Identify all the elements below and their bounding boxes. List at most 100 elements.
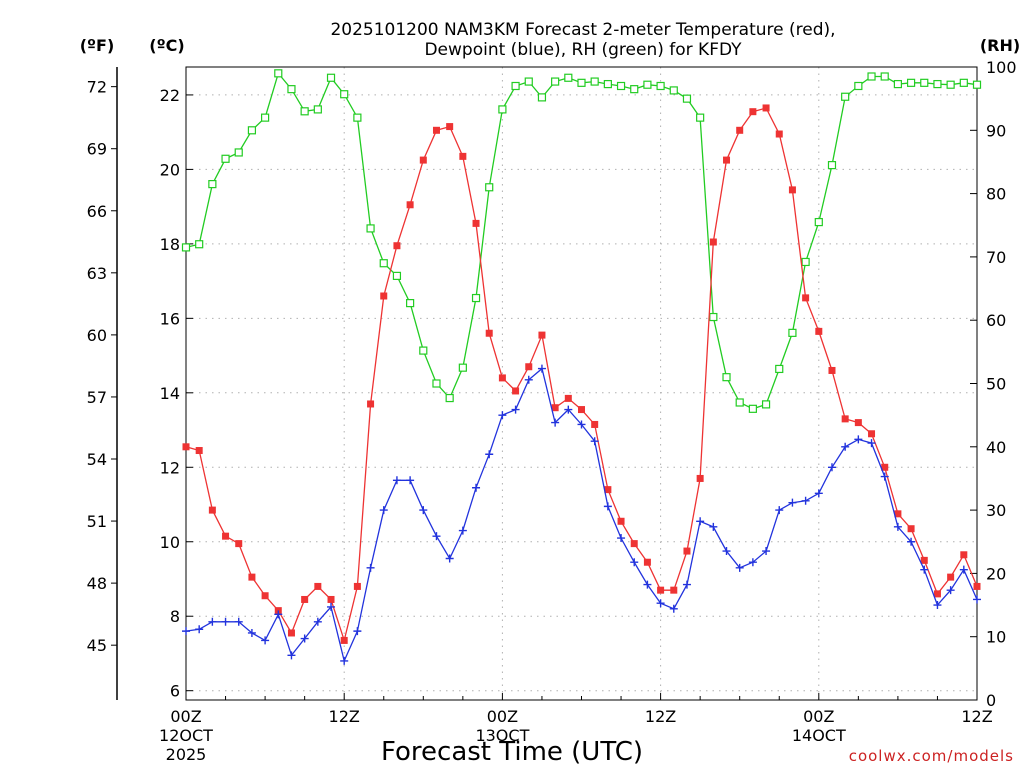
dewpoint-point	[353, 627, 362, 636]
temperature-point	[670, 586, 678, 594]
temperature-point	[947, 573, 955, 581]
temperature-point	[446, 123, 454, 131]
time-tick-date-label: 13OCT	[475, 726, 529, 745]
rh-point	[537, 93, 547, 102]
rh-tick-label: 60	[986, 311, 1006, 330]
rh-point	[946, 80, 955, 89]
dewpoint-point	[682, 580, 691, 589]
rh-tick-label: 0	[986, 691, 996, 710]
dewpoint-point	[880, 472, 889, 481]
dewpoint-point	[208, 617, 217, 626]
fahrenheit-tick-label: 63	[87, 264, 107, 283]
dewpoint-point	[313, 617, 322, 626]
temperature-point	[432, 126, 440, 134]
time-tick-date-label: 14OCT	[792, 726, 846, 745]
time-tick-label: 12Z	[961, 707, 992, 726]
rh-point	[854, 81, 863, 91]
rh-point	[551, 77, 560, 86]
dewpoint-point	[392, 476, 401, 485]
temperature-point	[195, 447, 203, 455]
rh-point	[524, 77, 533, 86]
temperature-point	[841, 415, 849, 423]
temperature-point	[762, 104, 770, 112]
rh-point	[841, 92, 850, 101]
dewpoint-point	[590, 437, 599, 446]
temperature-point	[736, 126, 744, 134]
rh-point	[959, 78, 968, 87]
fahrenheit-tick-label: 66	[87, 202, 107, 221]
dewpoint-point	[261, 636, 270, 645]
rh-point	[379, 259, 388, 268]
dewpoint-point	[801, 496, 810, 505]
rh-point	[814, 217, 823, 227]
dewpoint-point	[379, 506, 388, 515]
temperature-point	[749, 108, 757, 116]
rh-point	[274, 69, 283, 78]
temperature-point	[920, 556, 928, 564]
dewpoint-point	[841, 442, 850, 451]
rh-tick-label: 20	[986, 564, 1006, 583]
chart-title-line-1: 2025101200 NAM3KM Forecast 2-meter Tempe…	[330, 20, 835, 40]
rh-tick-label: 30	[986, 501, 1006, 520]
time-tick-label: 12Z	[645, 707, 676, 726]
rh-point	[432, 379, 441, 388]
fahrenheit-tick-label: 51	[87, 512, 107, 531]
temperature-point	[815, 327, 823, 335]
dewpoint-point	[195, 625, 204, 634]
rh-point	[827, 161, 837, 170]
rh-point	[340, 90, 349, 99]
fahrenheit-unit-label: (ºF)	[80, 36, 115, 55]
dewpoint-point	[854, 435, 863, 444]
celsius-tick-label: 22	[160, 86, 180, 105]
rh-point	[353, 113, 362, 122]
fahrenheit-tick-label: 54	[87, 450, 107, 469]
rh-point	[643, 80, 652, 89]
temperature-point	[498, 374, 506, 382]
fahrenheit-tick-label: 57	[87, 388, 107, 407]
rh-point	[906, 78, 916, 87]
rh-point	[775, 364, 784, 374]
rh-point	[300, 107, 309, 116]
temperature-point	[578, 406, 585, 414]
rh-point	[366, 224, 375, 233]
dewpoint-point	[669, 604, 678, 613]
dewpoint-point	[709, 522, 718, 531]
rh-point	[590, 77, 599, 86]
rh-point	[221, 154, 230, 163]
temperature-point	[630, 540, 638, 548]
rh-point	[669, 86, 678, 95]
dewpoint-series	[182, 364, 981, 665]
temperature-point	[340, 636, 348, 644]
temperature-point	[353, 582, 361, 590]
time-tick-label: 12Z	[329, 707, 360, 726]
temperature-point	[802, 294, 810, 302]
dewpoint-point	[234, 617, 243, 626]
temperature-point	[828, 366, 836, 374]
dewpoint-point	[300, 634, 309, 643]
dewpoint-point	[946, 586, 955, 595]
rh-point	[261, 113, 270, 122]
temperature-point	[960, 551, 968, 559]
rh-point	[761, 400, 771, 409]
dewpoint-point	[577, 420, 586, 429]
dewpoint-point	[748, 558, 757, 567]
x-axis-label: Forecast Time (UTC)	[381, 737, 643, 767]
celsius-tick-label: 10	[160, 533, 180, 552]
rh-point	[458, 363, 467, 372]
celsius-tick-label: 16	[160, 309, 180, 328]
rh-tick-label: 90	[986, 121, 1006, 140]
temperature-line	[185, 107, 978, 643]
dewpoint-point	[933, 601, 942, 610]
temperature-point	[643, 558, 651, 566]
rh-point	[208, 180, 217, 189]
dewpoint-point	[920, 565, 929, 574]
temperature-point	[367, 400, 375, 408]
dewpoint-point	[775, 506, 784, 515]
rh-point	[419, 346, 428, 355]
fahrenheit-tick-label: 45	[87, 636, 107, 655]
time-tick-label: 00Z	[487, 707, 518, 726]
temperature-point	[933, 590, 941, 598]
